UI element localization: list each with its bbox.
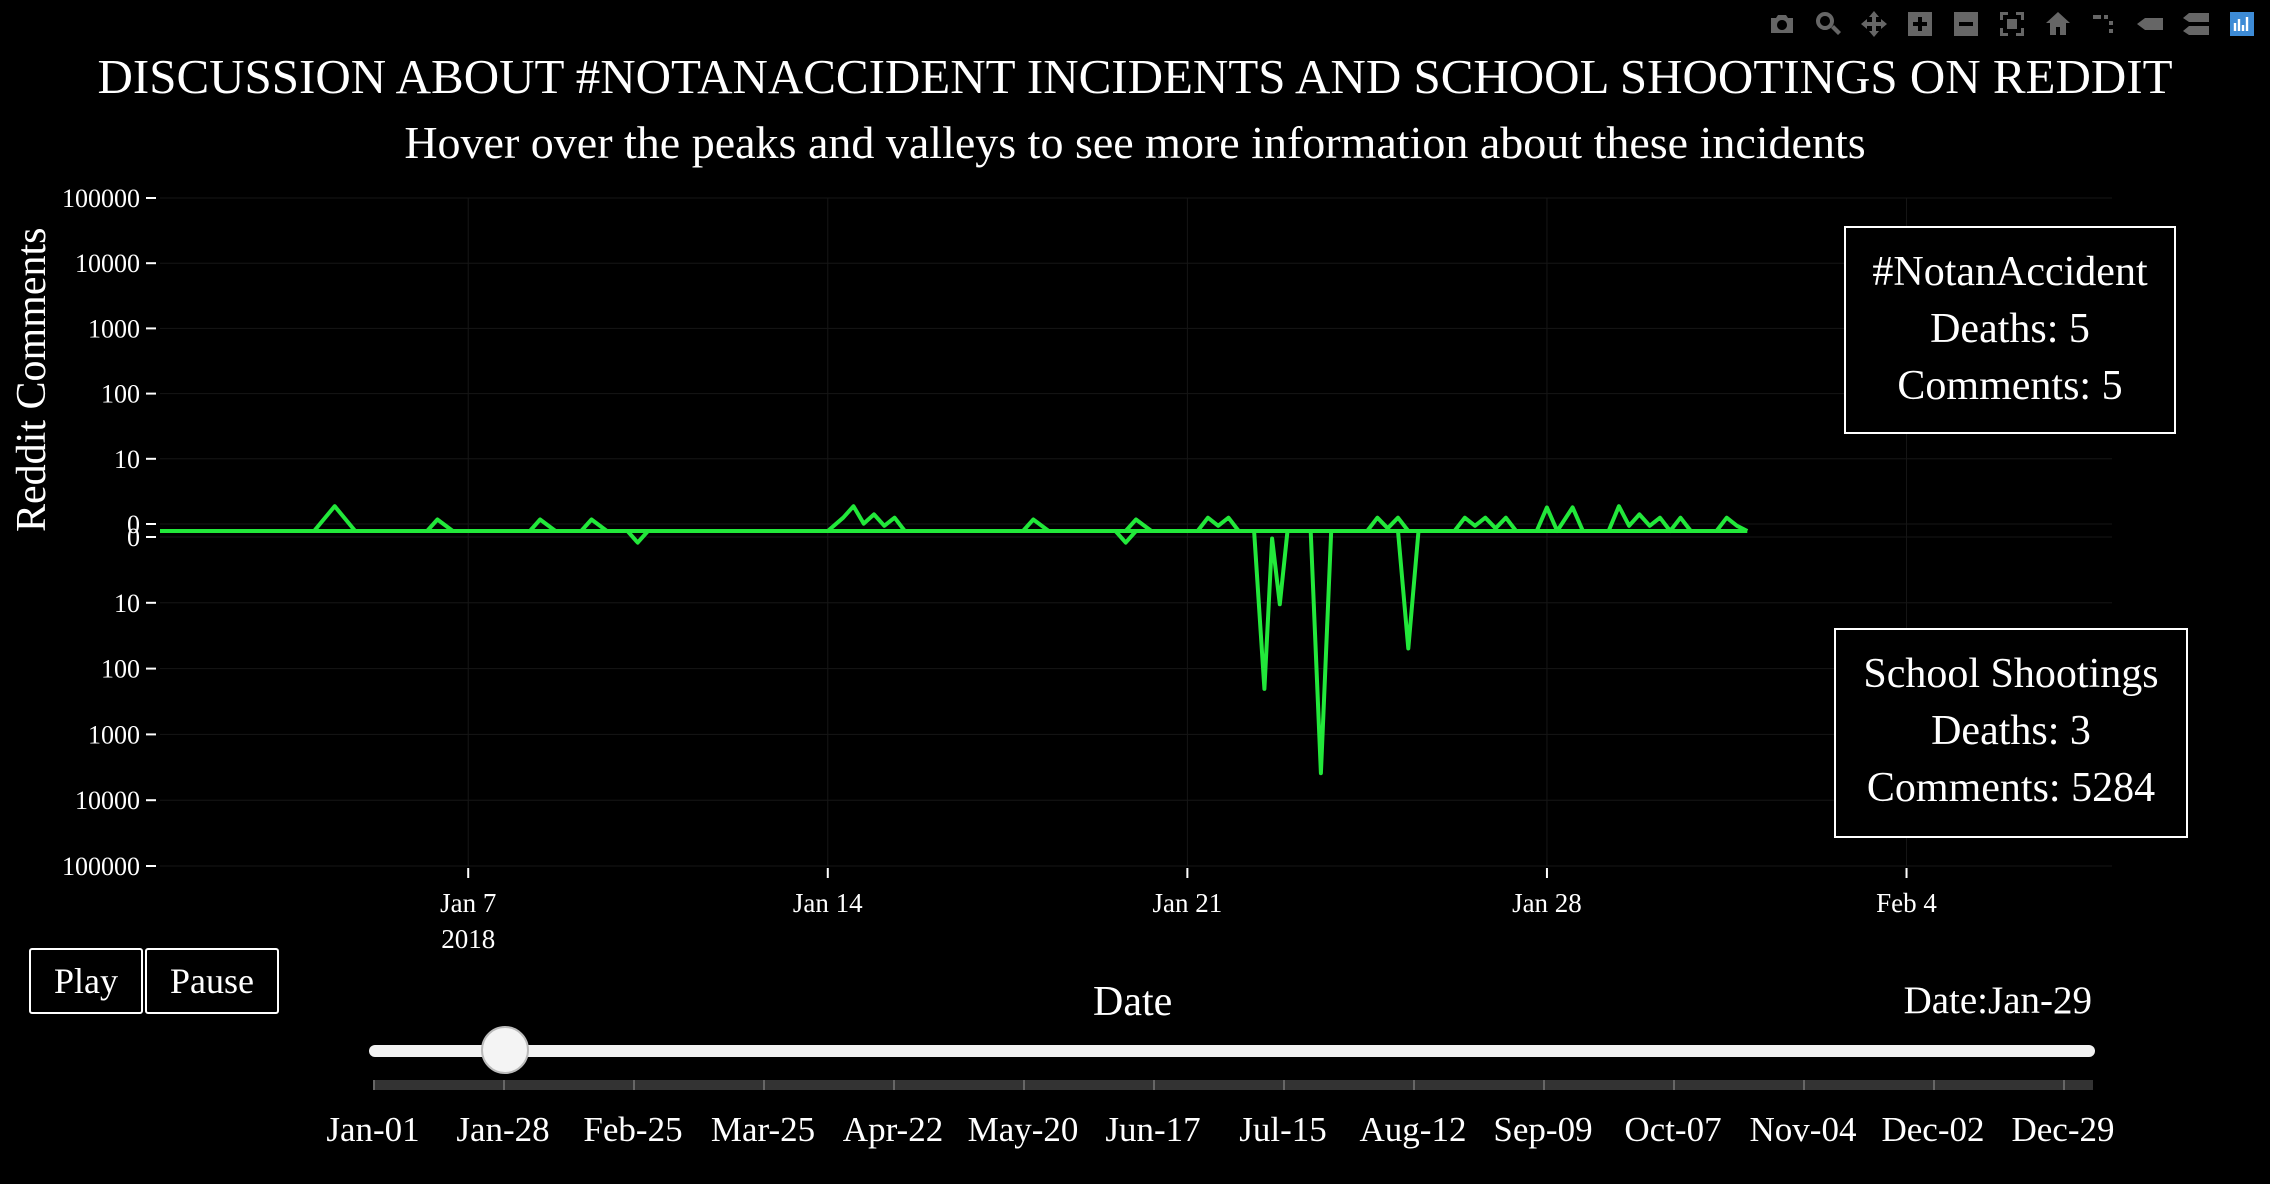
y-tick-label: 1000 [88, 314, 140, 343]
y-tick-label: 100 [101, 655, 140, 684]
x-tick-label: Jan 14 [793, 888, 863, 918]
y-tick-label: 0 [127, 523, 140, 552]
slider-rail[interactable] [369, 1045, 2095, 1057]
plot-area[interactable]: 1000001000010001001000101001000100001000… [0, 0, 2270, 960]
slider-step-label[interactable]: Jan-28 [456, 1110, 550, 1149]
notanaccident-line[interactable] [160, 504, 1749, 533]
chart-subtitle: Hover over the peaks and valleys to see … [404, 117, 1866, 168]
y-tick-label: 10 [114, 589, 140, 618]
info-box-deaths: Deaths: 3 [1931, 708, 2091, 754]
slider-step-tick [1153, 1080, 1155, 1090]
slider-step-tick [1933, 1080, 1935, 1090]
slider-step-tick [763, 1080, 765, 1090]
y-tick-label: 0 [127, 510, 140, 539]
slider-current-value: Date:Jan-29 [1903, 979, 2092, 1022]
slider-step-tick [1543, 1080, 1545, 1090]
plotly-logo-icon[interactable] [2226, 8, 2258, 40]
y-tick-label: 10 [114, 445, 140, 474]
camera-icon[interactable] [1766, 8, 1798, 40]
slider-step-label[interactable]: Jul-15 [1239, 1110, 1327, 1149]
slider-handle[interactable] [481, 1026, 529, 1074]
notanaccident-info-box: #NotanAccident Deaths: 5 Comments: 5 [1844, 226, 2176, 434]
x-tick-label: Jan 21 [1152, 888, 1222, 918]
slider-step-label[interactable]: Dec-02 [1881, 1110, 1985, 1149]
hover-closest-icon[interactable] [2134, 8, 2166, 40]
slider-step-label[interactable]: May-20 [967, 1110, 1079, 1149]
slider-step-label[interactable]: Apr-22 [842, 1110, 944, 1149]
chart-title: DISCUSSION ABOUT #NOTANACCIDENT INCIDENT… [97, 49, 2173, 104]
series-lines[interactable] [160, 504, 1749, 776]
y-axis: 1000001000010001001000101001000100001000… [62, 184, 156, 881]
slider-tick-track [373, 1080, 2093, 1090]
y-tick-label: 10000 [75, 249, 140, 278]
pause-button[interactable]: Pause [145, 948, 279, 1014]
y-tick-label: 100 [101, 380, 140, 409]
slider-step-label[interactable]: Feb-25 [583, 1110, 683, 1149]
info-box-comments: Comments: 5 [1897, 363, 2123, 409]
info-box-title: School Shootings [1863, 651, 2159, 697]
slider-label: Date [1093, 979, 1173, 1025]
y-tick-label: 100000 [62, 184, 140, 213]
slider-step-tick [373, 1080, 375, 1090]
x-tick-label: Jan 28 [1512, 888, 1582, 918]
school-shootings-line[interactable] [625, 529, 1421, 776]
slider-step-label[interactable]: Jun-17 [1105, 1110, 1201, 1149]
hover-compare-icon[interactable] [2180, 8, 2212, 40]
modebar [1766, 6, 2258, 42]
x-axis: Jan 7 2018 Jan 14 Jan 21 Jan 28 Feb 4 [440, 868, 1937, 954]
slider-step-tick [2063, 1080, 2065, 1090]
grid [160, 197, 2112, 867]
info-box-comments: Comments: 5284 [1866, 765, 2156, 811]
slider-step-tick [1673, 1080, 1675, 1090]
slider-step-label[interactable]: Nov-04 [1749, 1110, 1857, 1149]
x-tick-sublabel: 2018 [441, 924, 495, 954]
slider-step-label[interactable]: Dec-29 [2011, 1110, 2115, 1149]
slider-step-label[interactable]: Jan-01 [326, 1110, 420, 1149]
spike-lines-icon[interactable] [2088, 8, 2120, 40]
zoom-icon[interactable] [1812, 8, 1844, 40]
play-button[interactable]: Play [29, 948, 143, 1014]
y-tick-label: 100000 [62, 852, 140, 881]
info-box-deaths: Deaths: 5 [1930, 306, 2090, 352]
slider-step-label[interactable]: Oct-07 [1624, 1110, 1722, 1149]
slider-step-tick [1023, 1080, 1025, 1090]
pan-icon[interactable] [1858, 8, 1890, 40]
slider-step-label[interactable]: Aug-12 [1359, 1110, 1467, 1149]
zoom-in-icon[interactable] [1904, 8, 1936, 40]
x-tick-label: Feb 4 [1876, 888, 1937, 918]
slider-step-tick [893, 1080, 895, 1090]
slider-step-label[interactable]: Sep-09 [1493, 1110, 1593, 1149]
autoscale-icon[interactable] [1996, 8, 2028, 40]
school-shootings-info-box: School Shootings Deaths: 3 Comments: 528… [1834, 628, 2188, 838]
x-tick-label: Jan 7 [440, 888, 496, 918]
slider-step-tick [1283, 1080, 1285, 1090]
zoom-out-icon[interactable] [1950, 8, 1982, 40]
slider-step-label[interactable]: Mar-25 [710, 1110, 816, 1149]
slider-step-tick [1413, 1080, 1415, 1090]
reset-axes-icon[interactable] [2042, 8, 2074, 40]
slider-step-tick [633, 1080, 635, 1090]
y-axis-label: Reddit Comments [9, 227, 55, 533]
y-tick-label: 1000 [88, 720, 140, 749]
slider-step-tick [1803, 1080, 1805, 1090]
y-tick-label: 10000 [75, 786, 140, 815]
info-box-title: #NotanAccident [1872, 249, 2148, 295]
slider-step-tick [503, 1080, 505, 1090]
